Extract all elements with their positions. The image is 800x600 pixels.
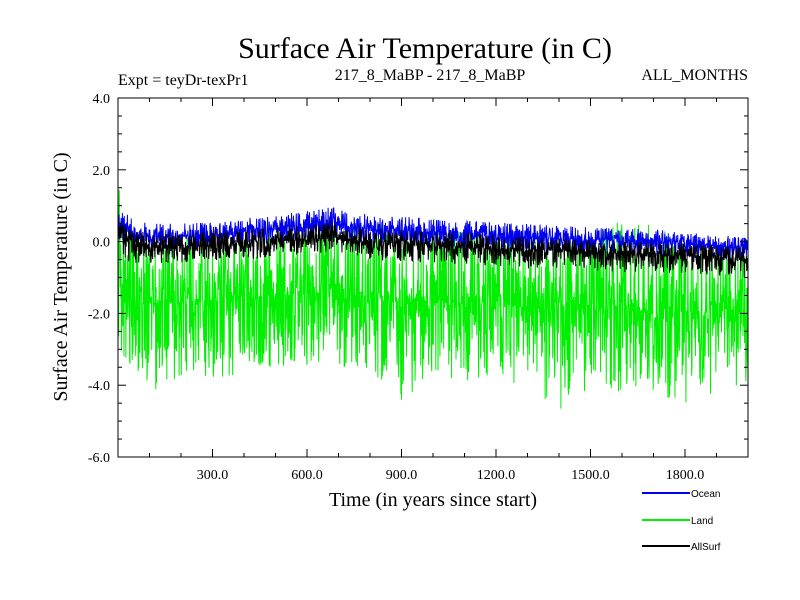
legend-label-land: Land: [691, 516, 713, 527]
x-tick-label: 600.0: [291, 468, 323, 483]
x-tick-label: 1800.0: [666, 468, 705, 483]
experiment-label: Expt = teyDr-texPr1: [118, 72, 248, 89]
y-tick-label: 2.0: [93, 164, 111, 179]
legend-label-allsurf: AllSurf: [691, 542, 721, 553]
y-tick-label: 0.0: [93, 236, 111, 251]
months-label: ALL_MONTHS: [641, 67, 748, 84]
series-line-allsurf: [118, 219, 748, 278]
period-label: 217_8_MaBP - 217_8_MaBP: [335, 67, 526, 84]
y-axis: -6.0 -4.0 -2.0 0.0 2.0 4.0: [88, 92, 748, 466]
plot-area: [118, 190, 748, 409]
x-axis-label: Time (in years since start): [329, 489, 537, 511]
x-tick-label: 900.0: [386, 468, 418, 483]
y-tick-label: 4.0: [93, 92, 111, 107]
y-tick-label: -4.0: [88, 379, 110, 394]
x-tick-label: 300.0: [197, 468, 229, 483]
legend: Ocean Land AllSurf: [642, 489, 721, 553]
x-tick-label: 1500.0: [571, 468, 610, 483]
legend-label-ocean: Ocean: [691, 489, 720, 500]
x-tick-label: 1200.0: [477, 468, 516, 483]
x-axis: 300.0 600.0 900.0 1200.0 1500.0 1800.0: [149, 98, 717, 483]
series-line-ocean: [118, 207, 748, 262]
y-axis-label: Surface Air Temperature (in C): [50, 152, 72, 401]
y-tick-label: -2.0: [88, 307, 110, 322]
chart-title: Surface Air Temperature (in C): [238, 32, 612, 65]
y-tick-label: -6.0: [88, 451, 110, 466]
